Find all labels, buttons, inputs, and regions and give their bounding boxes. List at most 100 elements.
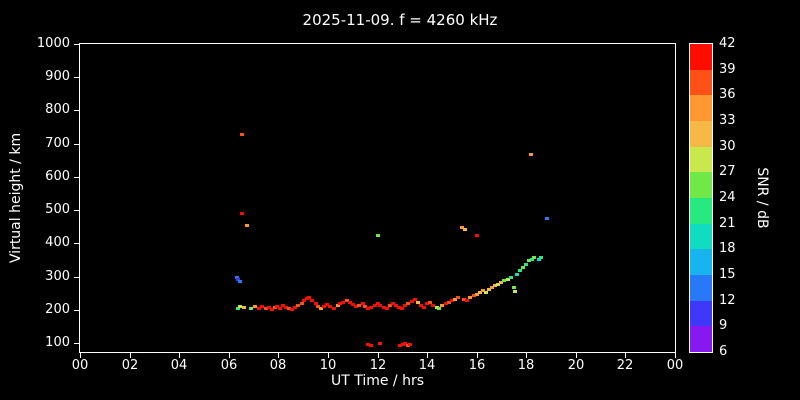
data-point [462,298,466,301]
y-tick-mark [74,210,80,211]
data-point [316,305,320,308]
data-point [284,306,288,309]
x-tick-mark [675,352,676,358]
data-point [332,307,336,310]
data-point [242,306,246,309]
colorbar-segment [690,172,712,199]
data-point [428,301,432,304]
x-tick-mark [179,352,180,358]
y-tick-label: 700 [45,136,70,151]
data-point [296,304,300,307]
data-point [545,217,549,220]
data-point [385,307,389,310]
data-point [512,286,516,289]
data-point [267,306,271,309]
data-point [290,308,294,311]
colorbar-tick-label: 12 [719,293,736,308]
colorbar-segment [690,249,712,276]
y-tick-label: 1000 [36,36,70,51]
data-point [475,293,479,296]
x-tick-label: 08 [269,358,287,373]
data-point [539,256,543,259]
data-point [351,303,355,306]
colorbar-tick-label: 33 [719,113,736,128]
data-point [376,234,380,237]
colorbar-segment [690,198,712,224]
data-point [281,304,285,307]
data-point [527,259,531,262]
x-tick-label: 16 [468,358,486,373]
colorbar-segment [690,69,712,96]
data-point [341,301,345,304]
data-point [502,279,506,282]
data-point [240,212,244,215]
data-point [408,343,412,346]
x-tick-label: 00 [666,358,684,373]
x-tick-mark [477,352,478,358]
data-point [257,307,261,310]
y-tick-mark [74,77,80,78]
x-tick-mark [328,352,329,358]
y-tick-mark [74,243,80,244]
data-point [328,305,332,308]
data-point [235,276,239,279]
data-point [490,286,494,289]
y-tick-mark [74,277,80,278]
data-point [293,306,297,309]
data-point [249,307,253,310]
data-point [357,304,361,307]
x-tick-mark [278,352,279,358]
x-tick-label: 22 [616,358,634,373]
data-point [287,307,291,310]
y-tick-label: 800 [45,102,70,117]
x-tick-mark [576,352,577,358]
y-tick-label: 100 [45,335,70,350]
colorbar-tick-label: 18 [719,241,736,256]
data-point [493,284,497,287]
data-point [416,301,420,304]
colorbar-tick-label: 9 [719,318,728,333]
data-point [437,307,441,310]
data-point [307,296,311,299]
y-tick-label: 500 [45,202,70,217]
data-point [521,266,525,269]
data-point [394,304,398,307]
data-point [456,296,460,299]
data-point [345,299,349,302]
data-point [478,291,482,294]
data-point [363,305,367,308]
data-point [366,307,370,310]
colorbar-segment [690,275,712,301]
y-tick-mark [74,110,80,111]
data-point [397,306,401,309]
data-point [270,308,274,311]
data-point [484,291,488,294]
colorbar-label: SNR / dB [754,167,770,229]
colorbar-tick-label: 15 [719,267,736,282]
data-point [260,305,264,308]
x-tick-mark [130,352,131,358]
y-tick-label: 400 [45,235,70,250]
data-point [373,304,377,307]
data-point [238,305,242,308]
colorbar [689,43,713,353]
chart-title: 2025-11-09. f = 4260 kHz [302,11,498,29]
colorbar-tick-label: 6 [719,344,728,359]
data-point [529,153,533,156]
data-point [238,280,242,283]
data-point [400,307,404,310]
x-tick-label: 18 [517,358,535,373]
data-point [236,307,240,310]
colorbar-segment [690,326,712,353]
colorbar-tick-label: 39 [719,62,736,77]
data-point [513,290,517,293]
data-point [275,305,279,308]
x-tick-mark [526,352,527,358]
data-point [310,299,314,302]
colorbar-tick-label: 24 [719,190,736,205]
data-point [264,307,268,310]
data-point [425,302,429,305]
data-point [496,283,500,286]
y-tick-label: 200 [45,302,70,317]
